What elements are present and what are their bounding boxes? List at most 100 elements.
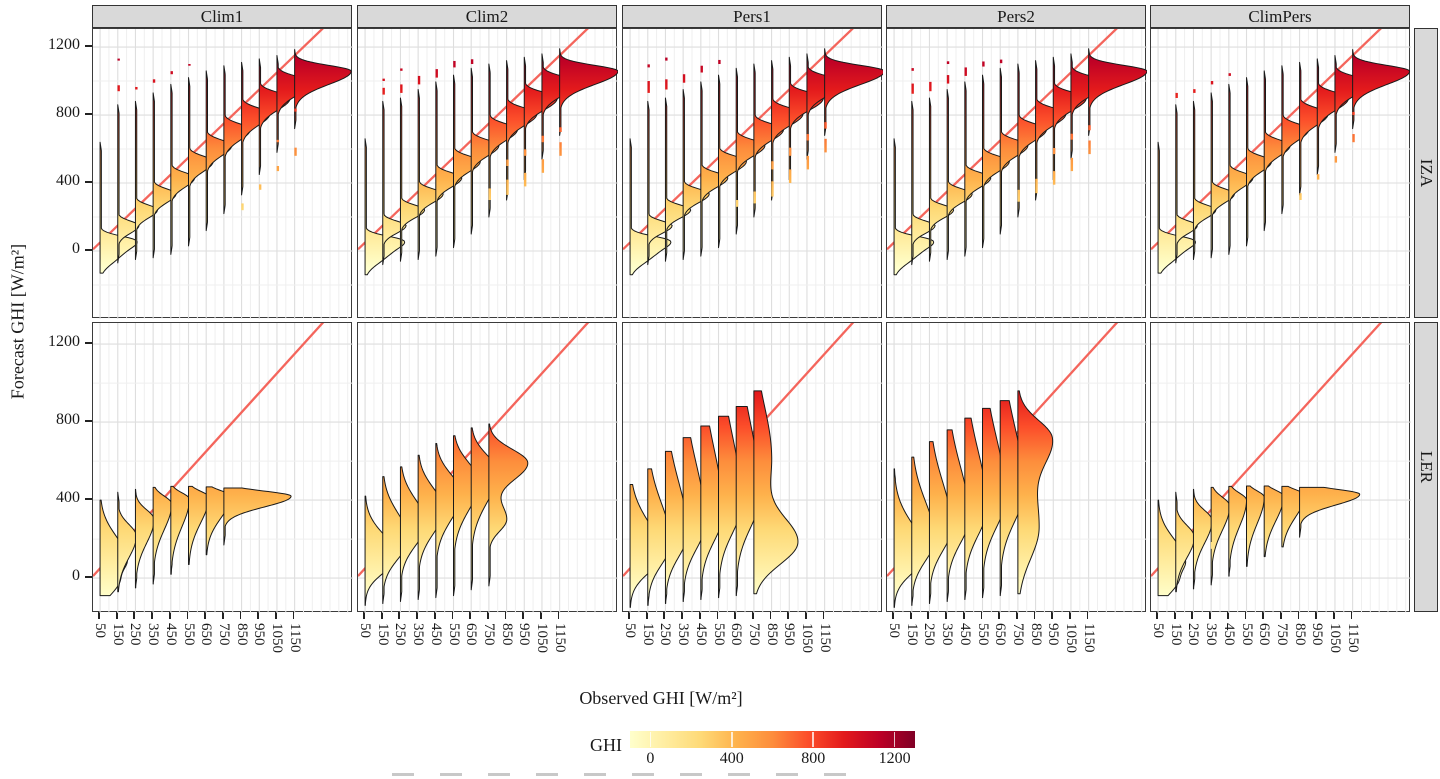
x-tick-mark [1191,612,1194,619]
x-tick-mark [469,612,471,619]
ridge-density [682,89,710,260]
x-tick-mark [504,612,507,619]
x-tick-label: 450 [692,623,709,646]
x-tick-mark [945,612,947,619]
x-tick-label: 850 [233,623,250,646]
ridge-density [664,97,692,262]
x-tick-mark [663,612,666,619]
x-tick-label: 550 [445,623,462,646]
row-strip-ler: LER [1414,322,1438,612]
ridge-density [771,60,804,201]
x-tick-mark [1350,612,1353,619]
y-tick-label: 1200 [48,333,80,351]
x-axis-title: Observed GHI [W/m²] [579,688,743,708]
x-tick-mark [822,612,825,619]
ridge-density [152,92,177,259]
x-tick-label: 150 [109,623,126,646]
identity-line [358,29,589,251]
panel-canvas [623,323,883,613]
col-strip-pers2: Pers2 [886,5,1146,28]
x-tick-label: 1150 [1344,623,1361,653]
x-tick-label: 550 [1238,623,1255,646]
x-tick-mark [1051,612,1054,619]
x-tick-label: 650 [463,623,480,646]
panel-pers1-iza [622,28,883,319]
x-tick-mark [416,612,418,619]
ridgeline-densities [629,390,799,608]
panel-clim1-ler [92,322,353,613]
legend-tick-mark [893,732,896,747]
ridge-density [134,488,155,589]
y-tick-mark [85,113,92,115]
x-tick-mark [115,612,118,619]
x-tick-mark [522,612,525,619]
x-tick-mark [151,612,153,619]
x-tick-mark [769,612,772,619]
x-tick-label: 850 [1027,623,1044,646]
panel-clim2-ler [357,322,618,613]
ridge-density [893,138,935,276]
ridge-density [1157,141,1196,274]
x-tick-label: 350 [145,623,162,646]
ridge-density [223,487,292,546]
x-tick-mark [98,612,100,619]
x-tick-mark [1279,612,1282,619]
x-tick-mark [628,612,630,619]
panel-pers2-iza [886,28,1147,319]
ridge-density [718,74,747,249]
x-tick-mark [433,612,436,619]
identity-line [93,29,324,251]
y-tick-label: 800 [56,104,80,121]
ridge-density [399,97,426,262]
col-strip-climpers: ClimPers [1150,5,1410,28]
outlier-dashes [1175,73,1355,201]
x-tick-mark [1332,612,1335,619]
x-tick-label: 950 [516,623,533,646]
x-tick-label: 250 [127,623,144,646]
x-tick-label: 350 [675,623,692,646]
ridge-density [700,81,729,257]
outlier-dashes [117,58,297,211]
panel-canvas [887,323,1147,613]
y-tick-mark [85,181,92,183]
x-tick-label: 550 [974,623,991,646]
x-tick-label: 650 [728,623,745,646]
x-tick-mark [1033,612,1036,619]
ridge-density [1228,83,1254,255]
y-tick-label: 800 [56,411,80,429]
ridge-density [753,63,785,218]
ridge-density [1263,485,1285,558]
x-tick-label: 950 [781,623,798,646]
x-tick-label: 950 [251,623,268,646]
x-tick-label: 1050 [268,623,285,653]
x-tick-mark [681,612,683,619]
x-tick-label: 150 [639,623,656,646]
ridge-density [559,48,618,136]
x-tick-mark [927,612,930,619]
x-tick-label: 250 [392,623,409,646]
x-tick-label: 750 [1009,623,1026,646]
panel-climpers-ler [1150,322,1411,613]
x-tick-mark [221,612,224,619]
outlier-dashes [647,57,827,207]
x-tick-label: 150 [1167,623,1184,646]
ridge-density [753,390,799,595]
x-tick-label: 1150 [551,623,568,653]
panel-pers1-ler [622,322,883,613]
ridge-density [99,141,138,274]
x-tick-mark [1156,612,1158,619]
x-tick-mark [734,612,736,619]
x-tick-label: 650 [198,623,215,646]
panel-canvas [93,29,353,319]
ridgeline-densities [893,48,1147,276]
x-tick-label: 1050 [533,623,550,653]
col-strip-pers1: Pers1 [622,5,882,28]
ridge-density [1175,104,1198,264]
legend-tick-label: 400 [719,750,744,767]
x-tick-mark [486,612,489,619]
y-tick-label: 0 [72,240,80,257]
ridge-density [1192,488,1213,590]
panel-canvas [358,29,618,319]
x-tick-mark [292,612,295,619]
x-tick-label: 1150 [286,623,303,653]
